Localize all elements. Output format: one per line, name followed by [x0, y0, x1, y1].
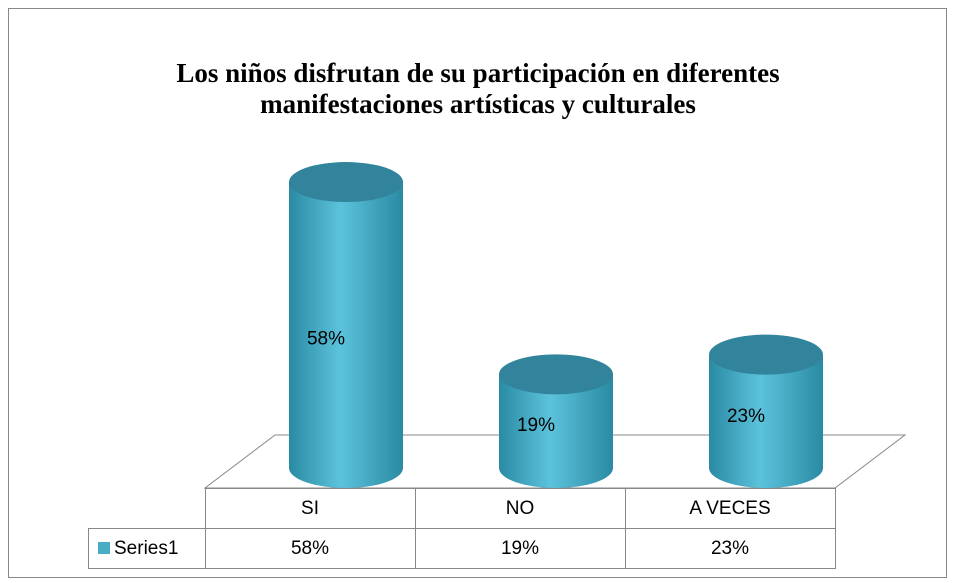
cylinder — [289, 182, 403, 488]
data-label: 58% — [307, 328, 345, 349]
chart-title: Los niños disfrutan de su participación … — [176, 58, 779, 88]
category-label: A VECES — [689, 498, 770, 519]
legend-key — [98, 542, 110, 554]
table-value: 23% — [711, 538, 749, 559]
data-table — [88, 488, 836, 569]
data-label: 19% — [517, 415, 555, 436]
table-value: 19% — [501, 538, 539, 559]
data-label: 23% — [727, 406, 765, 427]
legend-label: Series1 — [114, 538, 178, 559]
cylinder-top — [709, 334, 823, 375]
chart-title: manifestaciones artísticas y culturales — [260, 89, 696, 119]
cylinder-top — [499, 354, 613, 395]
cylinder — [709, 354, 823, 488]
table-value: 58% — [291, 538, 329, 559]
cylinder-top — [289, 162, 403, 203]
category-label: SI — [301, 498, 319, 519]
category-label: NO — [506, 498, 535, 519]
cylinder — [499, 374, 613, 488]
legend-cell — [88, 528, 206, 569]
